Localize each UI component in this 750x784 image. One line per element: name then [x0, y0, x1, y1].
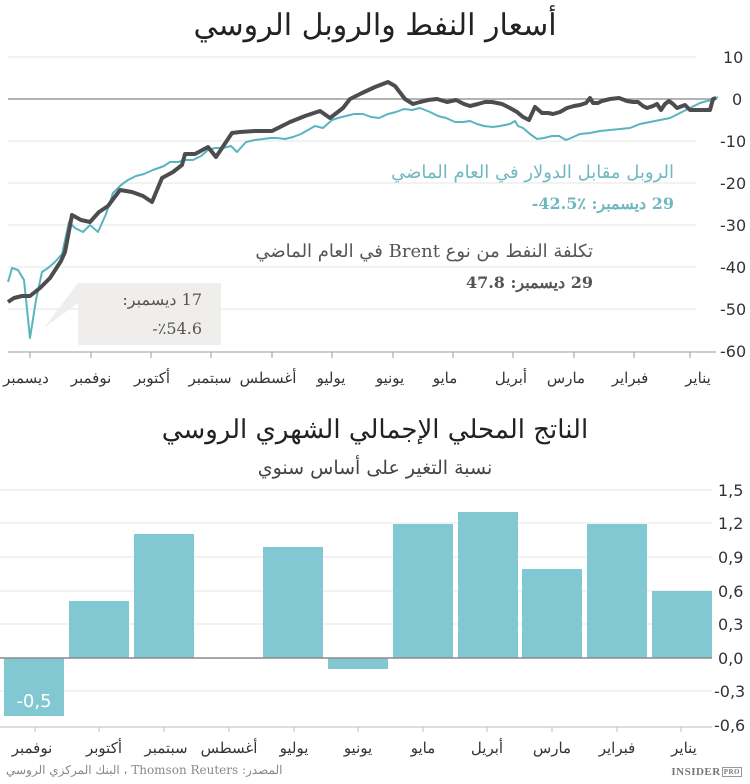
oil-series-label: تكلفة النفط من نوع Brent في العام الماضي: [255, 241, 593, 262]
bar-x-axis: نوفمبر أكتوبر سبتمبر أغسطس يوليو يونيو م…: [11, 738, 697, 757]
svg-text:يوليو: يوليو: [279, 739, 309, 757]
svg-text:0,3: 0,3: [718, 615, 743, 634]
bar-jun: [328, 658, 388, 669]
callout-min-ruble: 17 ديسمبر: ٪54.6-: [44, 283, 221, 345]
svg-text:10: 10: [723, 48, 743, 67]
svg-text:أغسطس: أغسطس: [201, 738, 258, 757]
svg-text:نوفمبر: نوفمبر: [70, 369, 112, 387]
svg-text:يوليو: يوليو: [316, 369, 346, 387]
svg-text:ديسمبر: ديسمبر: [2, 369, 49, 387]
svg-text:1,2: 1,2: [718, 514, 743, 533]
bar-feb: [587, 524, 647, 658]
svg-text:17 ديسمبر:: 17 ديسمبر:: [122, 290, 202, 309]
svg-text:-0,3: -0,3: [714, 682, 745, 701]
bar-sep: [134, 534, 194, 658]
bar-jul: [263, 547, 323, 658]
bar-chart: -0,5 1,5 1,2 0,9 0,6 0,3 0,0 -0,3 -0,6 ن…: [0, 481, 745, 757]
svg-text:1,5: 1,5: [718, 481, 743, 500]
svg-text:-0,6: -0,6: [714, 716, 745, 735]
bar-chart-title: الناتج المحلي الإجمالي الشهري الروسي: [161, 415, 589, 445]
bar-may: [393, 524, 453, 658]
bar-y-axis: 1,5 1,2 0,9 0,6 0,3 0,0 -0,3 -0,6: [714, 481, 745, 735]
svg-text:مايو: مايو: [410, 739, 436, 757]
svg-text:أكتوبر: أكتوبر: [85, 738, 122, 757]
svg-text:٪54.6-: ٪54.6-: [152, 319, 202, 338]
svg-text:-40: -40: [720, 258, 746, 277]
svg-text:أبريل: أبريل: [495, 368, 527, 387]
svg-text:نوفمبر: نوفمبر: [11, 739, 53, 757]
svg-text:سبتمبر: سبتمبر: [143, 739, 187, 757]
svg-text:أكتوبر: أكتوبر: [133, 368, 170, 387]
svg-text:0: 0: [732, 90, 742, 109]
bar-chart-subtitle: نسبة التغير على أساس سنوي: [257, 457, 493, 479]
svg-text:يونيو: يونيو: [375, 369, 404, 387]
bar-x-ticks: [34, 727, 682, 732]
logo-badge: PRO: [721, 767, 742, 778]
ruble-end-value: 29 ديسمبر: ٪42.5-: [532, 194, 674, 214]
svg-text:أبريل: أبريل: [471, 738, 503, 757]
line-chart: 10 0 -10 -20 -30 -40 -50 -60 ديسمبر نوفم…: [2, 48, 746, 387]
svg-text:-50: -50: [720, 300, 746, 319]
svg-text:يناير: يناير: [684, 369, 711, 387]
line-x-axis: ديسمبر نوفمبر أكتوبر سبتمبر أغسطس يوليو …: [2, 368, 711, 387]
ruble-series-label: الروبل مقابل الدولار في العام الماضي: [391, 162, 674, 183]
bar-neg-value-label: -0,5: [16, 691, 51, 712]
svg-text:أغسطس: أغسطس: [240, 368, 297, 387]
svg-text:فبراير: فبراير: [611, 369, 649, 387]
bar-jan: [652, 591, 712, 658]
svg-text:-60: -60: [720, 342, 746, 361]
svg-text:يونيو: يونيو: [343, 739, 372, 757]
insider-pro-logo: INSIDER PRO: [671, 766, 742, 778]
svg-text:مارس: مارس: [547, 369, 585, 387]
svg-text:-10: -10: [720, 132, 746, 151]
line-gridlines: [8, 56, 696, 310]
svg-text:0,0: 0,0: [718, 649, 743, 668]
svg-text:-20: -20: [720, 174, 746, 193]
svg-text:يناير: يناير: [670, 739, 697, 757]
bar-apr: [458, 512, 518, 658]
bars: [4, 512, 712, 716]
svg-text:مارس: مارس: [533, 739, 571, 757]
svg-text:0,6: 0,6: [718, 582, 743, 601]
bar-oct: [69, 601, 129, 658]
bar-nov: [4, 658, 64, 716]
oil-line: [6, 80, 717, 304]
svg-text:فبراير: فبراير: [598, 739, 636, 757]
svg-text:مايو: مايو: [432, 369, 458, 387]
svg-text:سبتمبر: سبتمبر: [187, 369, 231, 387]
line-y-axis: 10 0 -10 -20 -30 -40 -50 -60: [720, 48, 746, 361]
svg-text:0,9: 0,9: [718, 548, 743, 567]
oil-end-value: 29 ديسمبر: 47.8: [466, 273, 593, 293]
line-chart-title: أسعار النفط والروبل الروسي: [193, 8, 557, 43]
x-axis-ticks: [29, 352, 691, 358]
bar-mar: [522, 569, 582, 658]
source-note: المصدر: Thomson Reuters ، البنك المركزي …: [6, 763, 283, 777]
logo-text: INSIDER: [671, 766, 721, 778]
svg-text:-30: -30: [720, 216, 746, 235]
